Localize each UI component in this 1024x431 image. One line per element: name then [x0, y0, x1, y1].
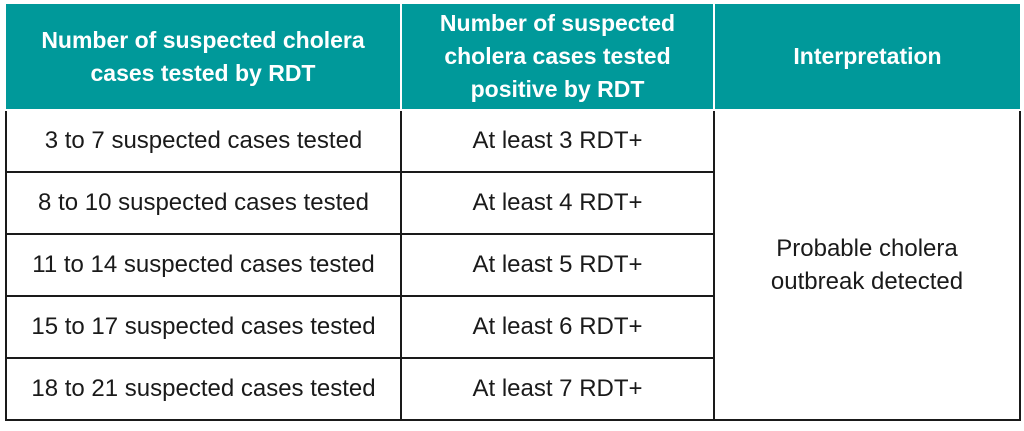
cell-cases-tested: 18 to 21 suspected cases tested	[5, 357, 402, 421]
cell-cases-positive: At least 7 RDT+	[400, 357, 715, 421]
table-body: 3 to 7 suspected cases tested At least 3…	[5, 109, 1021, 421]
cell-cases-tested: 11 to 14 suspected cases tested	[5, 233, 402, 297]
table-row: 15 to 17 suspected cases tested At least…	[5, 295, 1020, 359]
rdt-interpretation-table: Number of suspected cholera cases tested…	[5, 4, 1021, 421]
header-cases-positive: Number of suspected cholera cases tested…	[400, 4, 715, 111]
cell-cases-tested: 3 to 7 suspected cases tested	[5, 109, 402, 173]
header-cases-tested: Number of suspected cholera cases tested…	[6, 4, 402, 111]
cell-cases-tested: 8 to 10 suspected cases tested	[5, 171, 402, 235]
table-row: 3 to 7 suspected cases tested At least 3…	[5, 109, 1021, 421]
cell-interpretation: Probable cholera outbreak detected	[713, 109, 1021, 421]
cell-cases-positive: At least 5 RDT+	[400, 233, 715, 297]
cell-cases-positive: At least 6 RDT+	[400, 295, 715, 359]
cell-cases-positive: At least 4 RDT+	[400, 171, 715, 235]
header-interpretation: Interpretation	[713, 4, 1020, 111]
table-row: 11 to 14 suspected cases tested At least…	[5, 233, 1020, 297]
rdt-interpretation-table-container: Number of suspected cholera cases tested…	[5, 4, 1021, 421]
header-row: Number of suspected cholera cases tested…	[6, 4, 1020, 111]
cell-cases-tested: 15 to 17 suspected cases tested	[5, 295, 402, 359]
table-row: 8 to 10 suspected cases tested At least …	[5, 171, 1020, 235]
cell-cases-positive: At least 3 RDT+	[400, 109, 715, 173]
table-row: 18 to 21 suspected cases tested At least…	[5, 357, 1020, 421]
table-header: Number of suspected cholera cases tested…	[6, 4, 1020, 111]
